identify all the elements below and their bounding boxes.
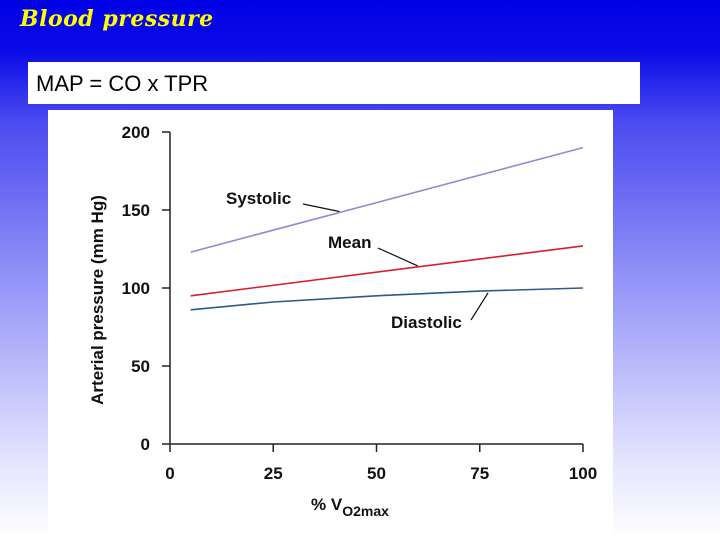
slide-title: Blood pressure bbox=[20, 6, 214, 32]
x-tick-label: 0 bbox=[165, 464, 174, 483]
y-tick-label: 50 bbox=[131, 357, 150, 376]
chart-series bbox=[190, 146, 584, 311]
formula-text: MAP = CO x TPR bbox=[36, 71, 209, 96]
y-tick-label: 200 bbox=[122, 123, 150, 142]
chart-ticks: 0 50 100 150 200 0 25 50 75 100 bbox=[122, 123, 598, 483]
series-line-diastolic bbox=[190, 287, 584, 311]
x-axis-label-sub: O2max bbox=[342, 503, 389, 519]
chart-panel: 0 50 100 150 200 0 25 50 75 100 Systolic Mean Diast… bbox=[48, 110, 613, 535]
x-tick-label: 100 bbox=[569, 464, 597, 483]
chart-axes bbox=[169, 132, 583, 445]
x-axis-label-main: % V bbox=[311, 495, 343, 514]
annotation-mean: Mean bbox=[328, 233, 371, 252]
y-tick-label: 0 bbox=[141, 435, 150, 454]
annotation-systolic: Systolic bbox=[226, 189, 291, 208]
y-axis-label: Arterial pressure (mm Hg) bbox=[88, 195, 107, 405]
x-axis-label: % VO2max bbox=[311, 495, 389, 519]
formula-box: MAP = CO x TPR bbox=[28, 62, 640, 104]
x-tick-label: 50 bbox=[367, 464, 386, 483]
annotation-diastolic: Diastolic bbox=[391, 313, 462, 332]
y-tick-label: 150 bbox=[122, 201, 150, 220]
series-line-systolic bbox=[190, 146, 584, 253]
x-tick-label: 25 bbox=[264, 464, 283, 483]
annotation-leader-diastolic bbox=[470, 292, 489, 321]
series-line-mean bbox=[190, 245, 584, 297]
chart-annotations: Systolic Mean Diastolic bbox=[226, 189, 489, 332]
y-tick-label: 100 bbox=[122, 279, 150, 298]
annotation-leader-systolic bbox=[302, 203, 340, 213]
blood-pressure-chart: 0 50 100 150 200 0 25 50 75 100 Systolic Mean Diast… bbox=[88, 123, 598, 519]
annotation-leader-mean bbox=[377, 247, 419, 267]
x-tick-label: 75 bbox=[470, 464, 489, 483]
